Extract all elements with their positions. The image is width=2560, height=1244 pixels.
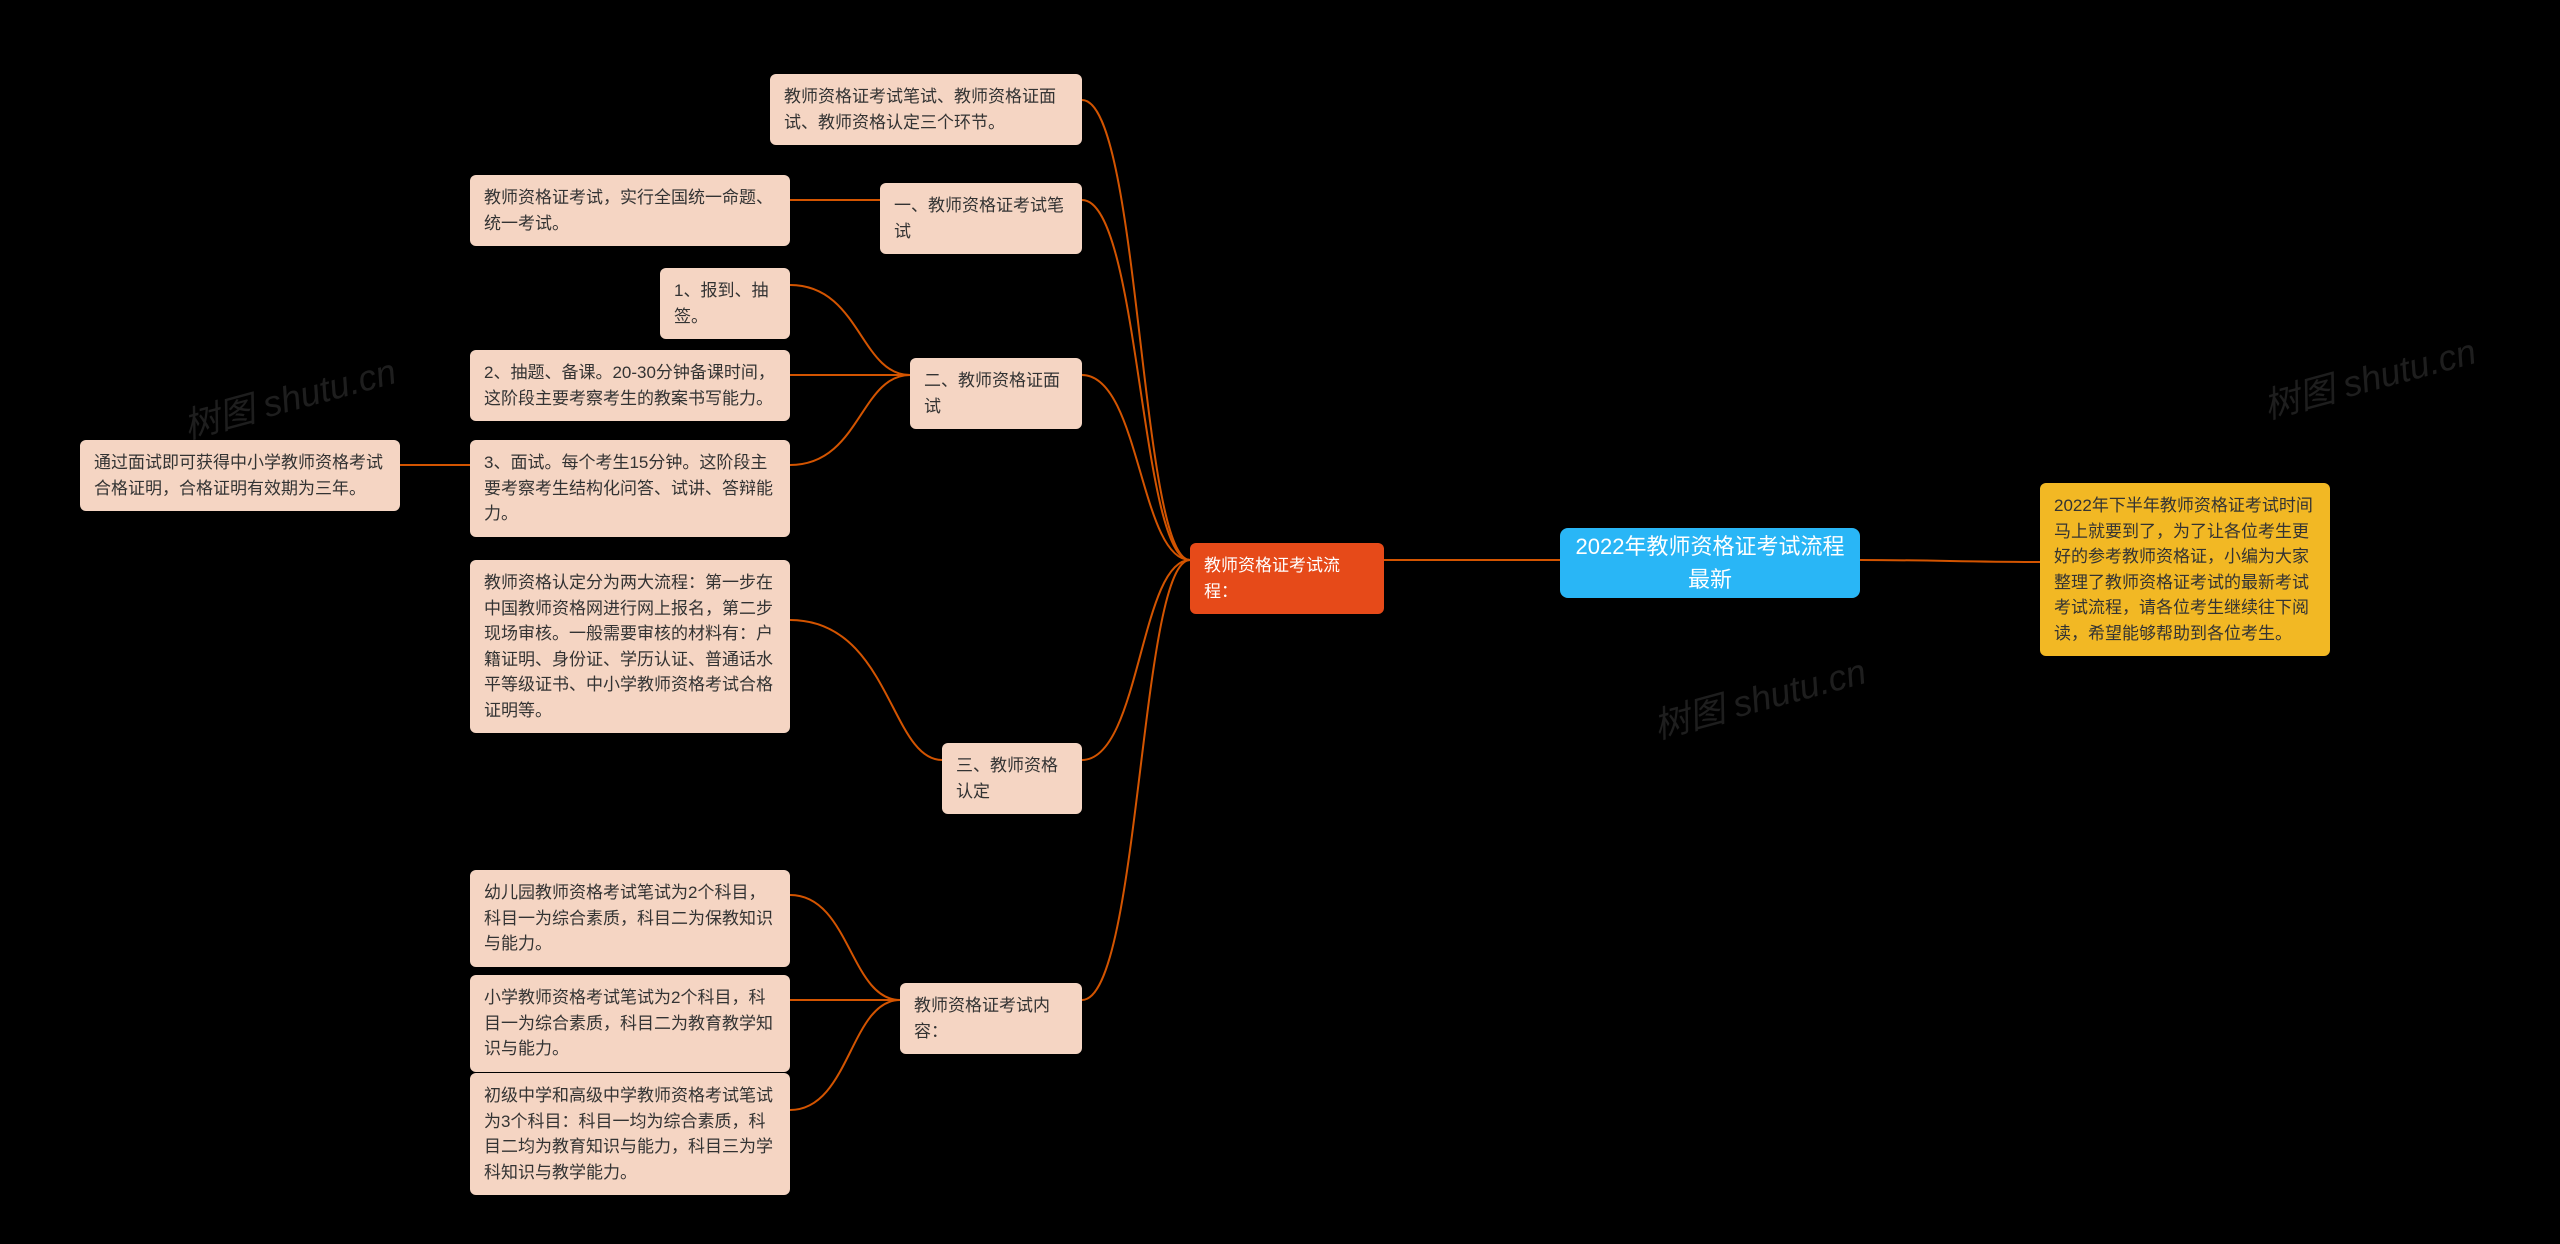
process-label: 教师资格证考试流程： bbox=[1204, 553, 1370, 604]
center-title-text: 2022年教师资格证考试流程最新 bbox=[1574, 530, 1846, 596]
summary-node[interactable]: 教师资格证考试笔试、教师资格证面试、教师资格认定三个环节。 bbox=[770, 74, 1082, 145]
content-item3-node[interactable]: 初级中学和高级中学教师资格考试笔试为3个科目：科目一均为综合素质，科目二均为教育… bbox=[470, 1073, 790, 1195]
watermark-3: 树图 shutu.cn bbox=[2257, 323, 2481, 430]
step2-item1-node[interactable]: 1、报到、抽签。 bbox=[660, 268, 790, 339]
intro-node[interactable]: 2022年下半年教师资格证考试时间马上就要到了，为了让各位考生更好的参考教师资格… bbox=[2040, 483, 2330, 656]
step3-detail-node[interactable]: 教师资格认定分为两大流程：第一步在中国教师资格网进行网上报名，第二步现场审核。一… bbox=[470, 560, 790, 733]
content-item3-text: 初级中学和高级中学教师资格考试笔试为3个科目：科目一均为综合素质，科目二均为教育… bbox=[484, 1083, 776, 1185]
content-label: 教师资格证考试内容： bbox=[914, 993, 1068, 1044]
summary-text: 教师资格证考试笔试、教师资格证面试、教师资格认定三个环节。 bbox=[784, 84, 1068, 135]
center-title-node[interactable]: 2022年教师资格证考试流程最新 bbox=[1560, 528, 1860, 598]
step2-item3-node[interactable]: 3、面试。每个考生15分钟。这阶段主要考察考生结构化问答、试讲、答辩能力。 bbox=[470, 440, 790, 537]
watermark-2: 树图 shutu.cn bbox=[1647, 643, 1871, 750]
step1-label: 一、教师资格证考试笔试 bbox=[894, 193, 1068, 244]
step2-item1-text: 1、报到、抽签。 bbox=[674, 278, 776, 329]
content-item1-text: 幼儿园教师资格考试笔试为2个科目，科目一为综合素质，科目二为保教知识与能力。 bbox=[484, 880, 776, 957]
step2-item3-text: 3、面试。每个考生15分钟。这阶段主要考察考生结构化问答、试讲、答辩能力。 bbox=[484, 450, 776, 527]
content-item2-text: 小学教师资格考试笔试为2个科目，科目一为综合素质，科目二为教育教学知识与能力。 bbox=[484, 985, 776, 1062]
content-item2-node[interactable]: 小学教师资格考试笔试为2个科目，科目一为综合素质，科目二为教育教学知识与能力。 bbox=[470, 975, 790, 1072]
step1-detail-text: 教师资格证考试，实行全国统一命题、统一考试。 bbox=[484, 185, 776, 236]
step3-label: 三、教师资格认定 bbox=[956, 753, 1068, 804]
step2-item3-detail-node[interactable]: 通过面试即可获得中小学教师资格考试合格证明，合格证明有效期为三年。 bbox=[80, 440, 400, 511]
process-node[interactable]: 教师资格证考试流程： bbox=[1190, 543, 1384, 614]
step2-item2-node[interactable]: 2、抽题、备课。20-30分钟备课时间，这阶段主要考察考生的教案书写能力。 bbox=[470, 350, 790, 421]
intro-text: 2022年下半年教师资格证考试时间马上就要到了，为了让各位考生更好的参考教师资格… bbox=[2054, 493, 2316, 646]
content-item1-node[interactable]: 幼儿园教师资格考试笔试为2个科目，科目一为综合素质，科目二为保教知识与能力。 bbox=[470, 870, 790, 967]
content-node[interactable]: 教师资格证考试内容： bbox=[900, 983, 1082, 1054]
step2-node[interactable]: 二、教师资格证面试 bbox=[910, 358, 1082, 429]
step2-label: 二、教师资格证面试 bbox=[924, 368, 1068, 419]
step1-node[interactable]: 一、教师资格证考试笔试 bbox=[880, 183, 1082, 254]
watermark-1: 树图 shutu.cn bbox=[177, 343, 401, 450]
step3-detail-text: 教师资格认定分为两大流程：第一步在中国教师资格网进行网上报名，第二步现场审核。一… bbox=[484, 570, 776, 723]
step2-item3-detail-text: 通过面试即可获得中小学教师资格考试合格证明，合格证明有效期为三年。 bbox=[94, 450, 386, 501]
step2-item2-text: 2、抽题、备课。20-30分钟备课时间，这阶段主要考察考生的教案书写能力。 bbox=[484, 360, 776, 411]
step1-detail-node[interactable]: 教师资格证考试，实行全国统一命题、统一考试。 bbox=[470, 175, 790, 246]
step3-node[interactable]: 三、教师资格认定 bbox=[942, 743, 1082, 814]
